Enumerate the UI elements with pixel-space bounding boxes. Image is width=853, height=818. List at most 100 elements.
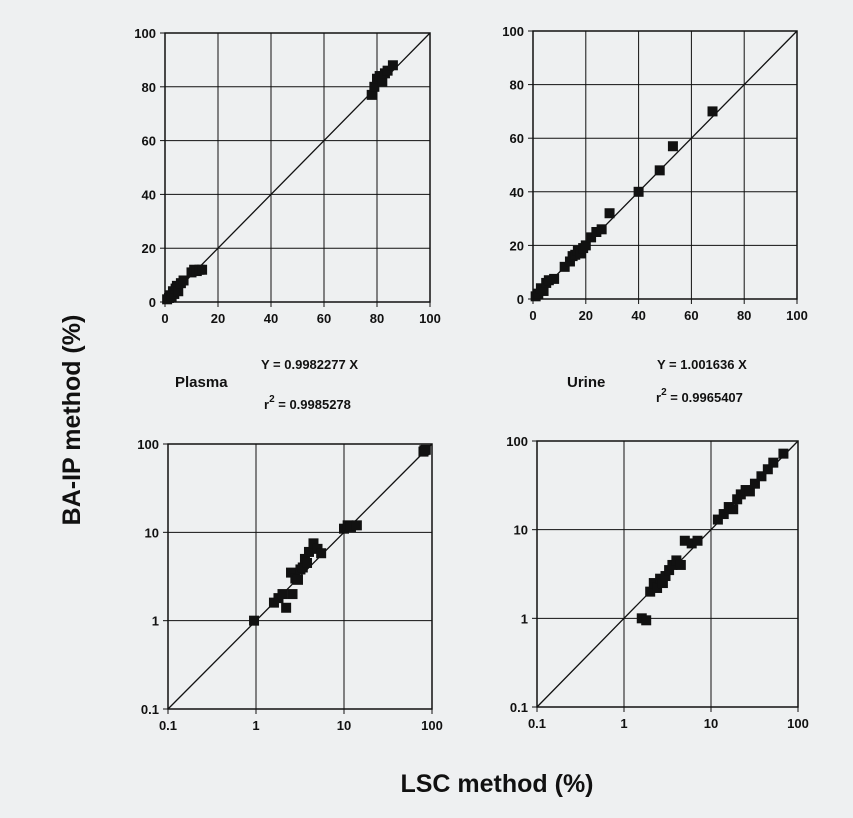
plasma-log-xtick-label-2: 10 [337,718,351,733]
urine-log-ytick-label-3: 100 [506,434,528,449]
plasma-linear-point-8 [173,286,184,297]
plasma-log-point-16 [316,548,327,559]
plasma-linear-point-15 [197,264,208,275]
plasma-linear-ytick-label-4: 80 [142,80,156,95]
plasma-linear-point-16 [366,89,377,100]
urine-log-xtick-label-2: 10 [704,716,718,731]
urine-linear-ytick-label-0: 0 [517,292,524,307]
plasma-log-point-20 [351,520,362,531]
plasma-linear-ytick-label-2: 40 [142,187,156,202]
r-squared-urine-r: r [656,390,661,405]
panel-plasma-log: 0.1 1 10 100 0.1 1 10 100 [137,437,443,733]
r-squared-plasma-r: r [264,397,269,412]
urine-linear-point-3 [538,285,549,296]
equation-plasma: Y = 0.9982277 X [261,357,358,372]
urine-log-xtick-label-3: 100 [787,716,809,731]
r-squared-plasma: r2 = 0.9985278 [264,394,351,412]
r-squared-urine-exp: 2 [661,387,667,398]
plasma-linear-xtick-label-4: 80 [370,311,384,326]
urine-log-point-12 [679,535,690,546]
plasma-linear-xtick-label-3: 60 [317,311,331,326]
urine-log-point-4 [652,582,663,593]
plasma-log-point-13 [303,546,314,557]
plasma-linear-xtick-label-5: 100 [419,311,441,326]
plasma-log-ytick-label-3: 100 [137,437,159,452]
urine-log-point-22 [744,486,755,497]
urine-log-point-15 [712,514,723,525]
urine-linear-point-8 [564,256,575,267]
plasma-linear-point-23 [387,60,398,71]
urine-linear-ytick-label-2: 40 [510,185,524,200]
urine-log-point-8 [664,565,675,576]
urine-log-point-11 [675,559,686,570]
plasma-log-point-3 [277,589,288,600]
plasma-log-point-0 [249,615,260,626]
plasma-linear-xtick-label-2: 40 [264,311,278,326]
urine-log-point-26 [768,457,779,468]
plasma-log-point-12 [302,557,313,568]
urine-linear-point-7 [559,261,570,272]
urine-linear-point-14 [580,240,591,251]
plasma-log-point-5 [286,567,297,578]
plasma-linear-ytick-label-0: 0 [149,295,156,310]
panel-urine-log: 0.1 1 10 100 0.1 1 10 100 [506,434,809,731]
urine-log-xtick-label-1: 1 [620,716,627,731]
urine-log-point-2 [645,586,656,597]
plasma-log-point-4 [281,602,292,613]
urine-linear-point-6 [549,273,560,284]
plasma-linear-point-17 [369,81,380,92]
plasma-linear-point-19 [374,71,385,82]
plasma-log-point-6 [287,589,298,600]
urine-linear-xtick-label-4: 80 [737,308,751,323]
panel-plasma-linear: 0 20 40 60 80 100 0 20 40 60 80 100 [134,26,441,326]
plasma-log-frame [167,443,433,710]
plasma-linear-ytick-label-1: 20 [142,241,156,256]
urine-log-frame [536,440,799,708]
r-squared-urine-value: = 0.9965407 [667,390,743,405]
urine-log-point-1 [641,615,652,626]
urine-linear-xtick-label-5: 100 [786,308,808,323]
plasma-log-xtick-label-3: 100 [421,718,443,733]
urine-linear-ytick-label-3: 60 [510,131,524,146]
urine-linear-point-19 [633,186,644,197]
urine-log-ytick-label-0: 0.1 [510,700,528,715]
urine-log-point-25 [762,464,773,475]
urine-log-point-7 [660,571,671,582]
urine-linear-point-22 [707,106,718,117]
plasma-linear-point-10 [178,275,189,286]
urine-linear-ytick-label-4: 80 [510,78,524,93]
urine-log-point-27 [778,448,789,459]
plasma-log-ytick-label-1: 1 [152,614,159,629]
urine-linear-ytick-label-5: 100 [502,24,524,39]
urine-linear-point-12 [575,248,586,259]
plasma-log-ytick-label-0: 0.1 [141,702,159,717]
plasma-linear-ytick-label-5: 100 [134,26,156,41]
urine-linear-xtick-label-0: 0 [529,308,536,323]
y-axis-title: BA-IP method (%) [58,315,86,526]
urine-linear-point-15 [586,232,597,243]
urine-linear-xtick-label-1: 20 [579,308,593,323]
plasma-linear-point-22 [382,65,393,76]
urine-linear-point-20 [654,165,665,176]
r-squared-plasma-value: = 0.9985278 [275,397,351,412]
r-squared-plasma-exp: 2 [269,394,275,405]
urine-log-ytick-label-1: 1 [521,611,528,626]
urine-linear-xtick-label-3: 60 [684,308,698,323]
urine-log-point-6 [657,578,668,589]
urine-log-ytick-label-2: 10 [514,523,528,538]
plasma-log-xtick-label-1: 1 [252,718,259,733]
urine-linear-ytick-label-1: 20 [510,238,524,253]
urine-linear-point-18 [604,208,615,219]
plasma-linear-xtick-label-0: 0 [161,311,168,326]
urine-linear-frame [532,30,798,300]
urine-log-point-14 [692,535,703,546]
urine-linear-point-1 [533,288,544,299]
urine-log-point-13 [686,538,697,549]
urine-log-point-16 [718,509,729,520]
urine-linear-point-17 [596,224,607,235]
urine-linear-point-5 [543,275,554,286]
plasma-log-xtick-label-0: 0.1 [159,718,177,733]
r-squared-urine: r2 = 0.9965407 [656,387,743,405]
panel-urine-linear: 0 20 40 60 80 100 0 20 40 60 80 100 [502,24,808,323]
